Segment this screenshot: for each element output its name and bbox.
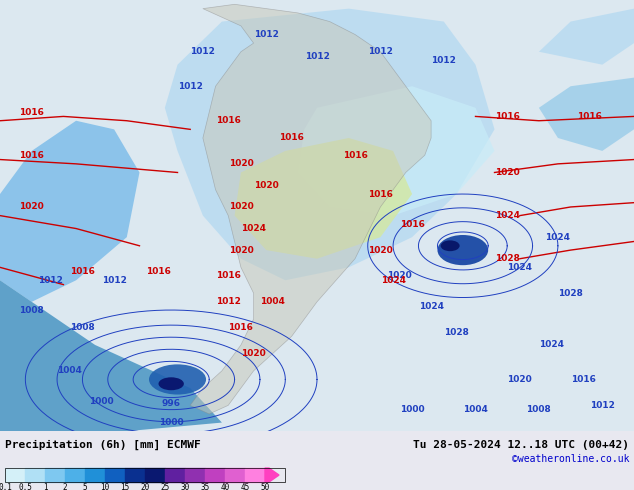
Text: 35: 35 [200,483,210,490]
Text: 40: 40 [221,483,230,490]
FancyArrow shape [145,468,165,482]
Text: 1012: 1012 [590,401,615,410]
FancyArrow shape [45,468,65,482]
Text: 1016: 1016 [146,267,171,276]
Text: 0.1: 0.1 [0,483,12,490]
Polygon shape [190,4,431,414]
Text: 50: 50 [261,483,269,490]
Text: 1028: 1028 [444,327,469,337]
Text: 1028: 1028 [495,254,520,263]
Text: 1012: 1012 [216,297,241,306]
Text: 1020: 1020 [254,181,279,190]
Text: 1016: 1016 [70,267,95,276]
Ellipse shape [158,377,184,390]
Text: 1020: 1020 [228,245,254,255]
Text: 5: 5 [82,483,87,490]
Text: 1016: 1016 [495,112,520,121]
FancyArrow shape [105,468,125,482]
Text: 1012: 1012 [178,82,203,91]
Text: 1016: 1016 [571,375,596,384]
Text: 1024: 1024 [380,276,406,285]
Text: 1020: 1020 [387,271,412,280]
Text: 1000: 1000 [159,418,183,427]
FancyArrow shape [265,468,279,482]
Text: 0.5: 0.5 [18,483,32,490]
Text: 1016: 1016 [279,133,304,143]
FancyArrow shape [185,468,205,482]
Text: 30: 30 [181,483,190,490]
Text: 1024: 1024 [418,302,444,311]
FancyArrow shape [85,468,105,482]
FancyArrow shape [25,468,45,482]
FancyArrow shape [65,468,85,482]
Text: 1016: 1016 [368,190,393,198]
Polygon shape [298,86,495,216]
Polygon shape [539,77,634,151]
Polygon shape [0,280,222,431]
Text: 1008: 1008 [526,405,552,414]
Ellipse shape [149,365,206,394]
Text: 1024: 1024 [241,224,266,233]
Text: 1024: 1024 [495,211,520,220]
Text: Precipitation (6h) [mm] ECMWF: Precipitation (6h) [mm] ECMWF [5,440,201,450]
Text: 1020: 1020 [507,375,533,384]
Ellipse shape [437,235,488,265]
Text: 1020: 1020 [228,159,254,169]
FancyArrow shape [5,468,25,482]
Text: 1000: 1000 [400,405,424,414]
Text: 1020: 1020 [368,245,393,255]
Text: 1008: 1008 [19,306,44,315]
Polygon shape [0,121,139,302]
Text: 996: 996 [162,399,181,408]
FancyArrow shape [225,468,245,482]
Text: 1016: 1016 [19,108,44,117]
Text: 1012: 1012 [101,276,127,285]
Text: 1016: 1016 [216,116,241,125]
Polygon shape [165,9,495,280]
Ellipse shape [441,241,460,251]
FancyArrow shape [125,468,145,482]
Text: 1016: 1016 [342,151,368,160]
Text: 1020: 1020 [495,168,520,177]
Bar [5,468,285,482]
Text: 1020: 1020 [241,349,266,358]
Text: 1012: 1012 [254,30,279,39]
Text: 1012: 1012 [304,51,330,61]
Text: 2: 2 [63,483,67,490]
Text: 1008: 1008 [70,323,95,332]
Polygon shape [235,138,412,259]
Text: 1012: 1012 [190,47,216,56]
Text: 1016: 1016 [19,151,44,160]
Text: 1012: 1012 [431,56,456,65]
Text: 25: 25 [160,483,170,490]
Text: 1020: 1020 [228,202,254,212]
Text: 15: 15 [120,483,129,490]
Text: 1028: 1028 [558,289,583,298]
Text: 1016: 1016 [216,271,241,280]
Text: 1012: 1012 [38,276,63,285]
Text: ©weatheronline.co.uk: ©weatheronline.co.uk [512,454,629,464]
Text: 10: 10 [100,483,110,490]
Text: 45: 45 [240,483,250,490]
FancyArrow shape [245,468,265,482]
Polygon shape [539,9,634,65]
Text: 1024: 1024 [507,263,533,272]
Text: 1004: 1004 [260,297,285,306]
Text: 1000: 1000 [89,396,113,406]
Text: 1024: 1024 [545,233,571,242]
Text: 1024: 1024 [539,341,564,349]
Text: 1004: 1004 [463,405,488,414]
Text: Tu 28-05-2024 12..18 UTC (00+42): Tu 28-05-2024 12..18 UTC (00+42) [413,440,629,450]
Text: 1012: 1012 [368,47,393,56]
Text: 1016: 1016 [577,112,602,121]
Text: 20: 20 [140,483,150,490]
Text: 1020: 1020 [19,202,44,212]
Text: 1016: 1016 [399,220,425,229]
Text: 1004: 1004 [57,367,82,375]
Text: 1016: 1016 [228,323,254,332]
Text: 1: 1 [42,483,48,490]
FancyArrow shape [165,468,185,482]
FancyArrow shape [205,468,225,482]
